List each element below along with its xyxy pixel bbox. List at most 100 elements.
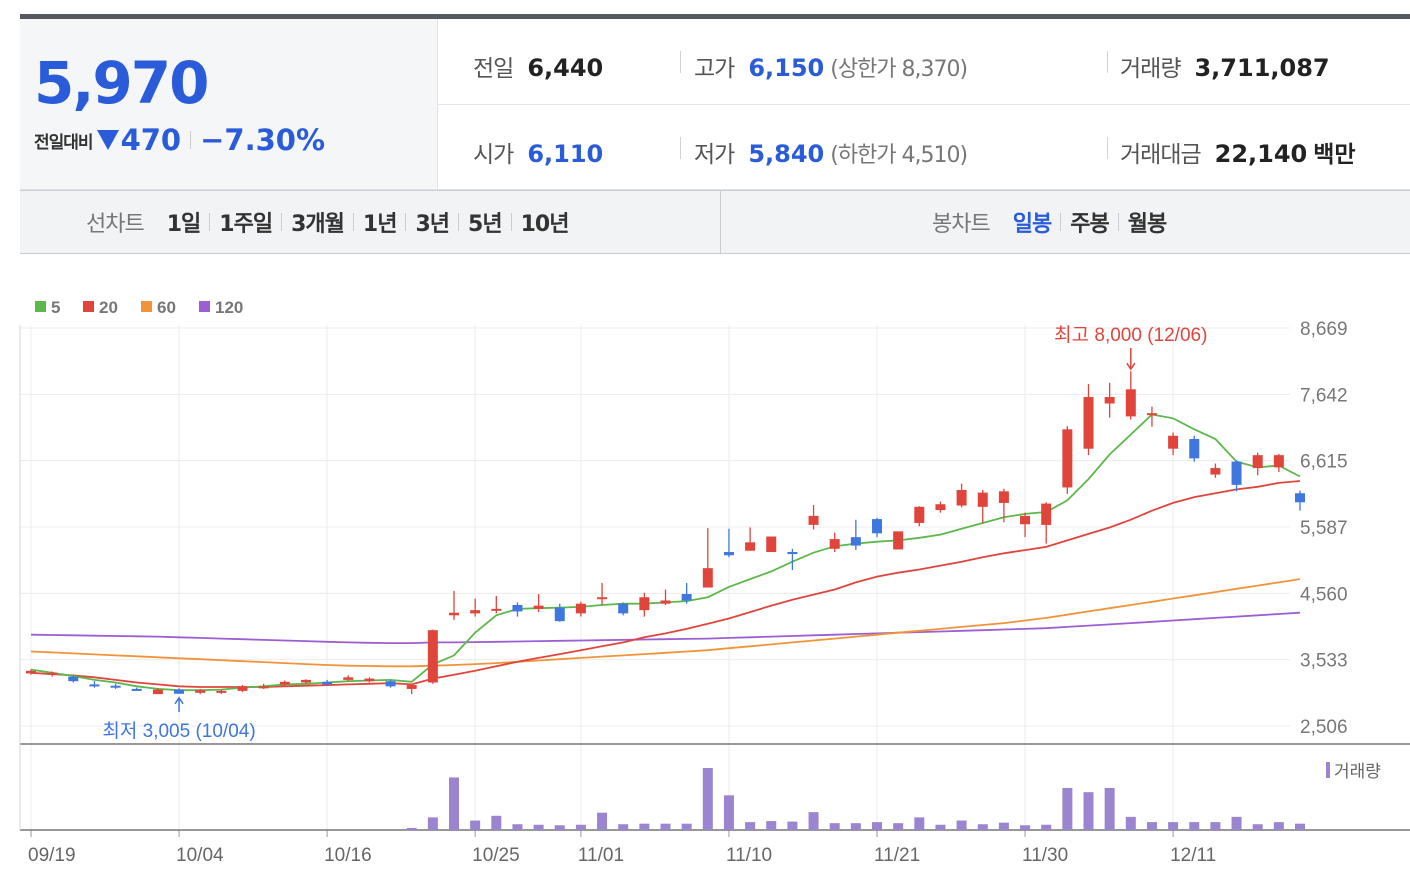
upper-limit: (상한가 8,370) [830, 57, 968, 82]
tab-separator [209, 213, 211, 231]
y-tick-label: 3,533 [1300, 651, 1348, 672]
change-value: 470 [120, 123, 182, 157]
ma60-line [30, 578, 1301, 668]
volume-bar [512, 824, 523, 830]
lower-limit: (하한가 4,510) [830, 143, 968, 168]
legend-swatch [199, 301, 210, 312]
stats-panel: 전일 6,440 고가 6,150 (상한가 8,370) 거래량 3,711,… [437, 19, 1410, 190]
legend-swatch [141, 301, 152, 312]
candle-body [766, 536, 777, 553]
candle-body [850, 537, 861, 546]
candle-body [427, 630, 438, 683]
tab-daily[interactable]: 일봉 [1012, 212, 1052, 237]
candle-chart-tabs: 봉차트 일봉 주봉 월봉 [932, 191, 1175, 253]
candle-body [68, 676, 79, 682]
min-price-label: 최저 3,005 (10/04) [102, 720, 255, 742]
x-tick-label: 10/25 [472, 845, 520, 866]
candle-body [533, 605, 544, 609]
x-tick-label: 11/10 [726, 845, 772, 866]
candle-body [195, 690, 206, 693]
line-chart-tabs: 선차트 1일 1주일 3개월 1년 3년 5년 10년 [86, 191, 577, 253]
tab-10y[interactable]: 10년 [520, 212, 570, 237]
candle-body [279, 681, 290, 685]
change-label: 전일대비 [34, 132, 94, 153]
stat-divider [680, 137, 681, 159]
ma20-line [30, 480, 1301, 688]
max-price-label: 최고 8,000 (12/06) [1054, 324, 1207, 346]
change-row: 전일대비 470 −7.30% [34, 123, 325, 157]
volume-bar [639, 823, 650, 830]
candle-body [406, 685, 417, 689]
stat-open: 시가 6,110 [473, 135, 603, 169]
stat-value: 6,110 [527, 140, 604, 168]
volume-bar [1168, 822, 1179, 830]
stat-value: 6,440 [527, 54, 604, 82]
volume-bar [575, 824, 586, 830]
tab-separator [352, 213, 354, 231]
volume-bar [702, 768, 713, 830]
stock-chart: 8,669 7,642 6,615 5,587 4,560 3,533 2,506 09/19… [19, 298, 1410, 866]
candle-body [618, 603, 629, 614]
volume-bar [491, 815, 502, 830]
candle-body [1020, 515, 1031, 525]
candle-body [935, 504, 946, 511]
candle-body [174, 689, 185, 694]
tab-1y[interactable]: 1년 [362, 212, 398, 237]
candle-body [131, 688, 142, 691]
tab-separator [458, 213, 460, 231]
stat-value: 5,840 [748, 140, 825, 168]
tab-1w[interactable]: 1주일 [219, 212, 273, 237]
volume-bar [893, 823, 904, 830]
candle-body [26, 670, 36, 674]
volume-bar [618, 824, 629, 830]
y-tick-label: 5,587 [1300, 518, 1348, 539]
volume-bar [597, 812, 608, 830]
stat-divider [1107, 51, 1108, 73]
change-separator [190, 131, 192, 149]
candle-body [872, 519, 882, 534]
volume-bar [1104, 787, 1115, 830]
candle-body [1231, 461, 1242, 485]
candle-body [1104, 397, 1115, 404]
volume-bar [998, 822, 1009, 830]
y-tick-label: 8,669 [1300, 319, 1348, 340]
tab-3m[interactable]: 3개월 [291, 212, 345, 237]
stat-value: 3,711,087 [1194, 54, 1330, 82]
volume-bar [829, 823, 840, 830]
candle-body [893, 531, 904, 550]
candle-body [385, 681, 396, 687]
tab-5y[interactable]: 5년 [468, 212, 503, 237]
tab-weekly[interactable]: 주봉 [1070, 212, 1109, 237]
legend-label: 5 [51, 298, 60, 317]
tab-monthly[interactable]: 월봉 [1127, 212, 1167, 237]
volume-bar [745, 822, 756, 830]
volume-bar [1189, 822, 1200, 830]
candle-body [639, 597, 650, 611]
volume-bar [1231, 816, 1242, 830]
legend-label: 20 [99, 298, 118, 317]
volume-bar [935, 824, 946, 830]
tab-3y[interactable]: 3년 [415, 212, 450, 237]
candle-body [216, 690, 227, 693]
candle-body [575, 603, 586, 614]
legend-swatch [35, 301, 46, 312]
stat-unit: 백만 [1313, 142, 1356, 168]
volume-bar [1210, 822, 1221, 830]
tab-1d[interactable]: 1일 [166, 212, 202, 237]
stat-prev-close: 전일 6,440 [473, 49, 603, 83]
candle-body [110, 685, 121, 688]
candle-body [554, 607, 565, 622]
candle-body [470, 610, 481, 614]
candle-body [1125, 389, 1136, 417]
candle-body [322, 681, 333, 685]
legend-swatch [83, 301, 94, 312]
volume-bar [1295, 823, 1305, 830]
volume-bar [977, 824, 988, 830]
y-tick-label: 6,615 [1300, 452, 1348, 473]
volume-bar [554, 825, 565, 830]
candle-body [512, 604, 523, 612]
candle-body [660, 600, 671, 604]
candle-body [977, 492, 988, 507]
change-percent: −7.30% [200, 123, 326, 157]
volume-bar [533, 824, 544, 830]
